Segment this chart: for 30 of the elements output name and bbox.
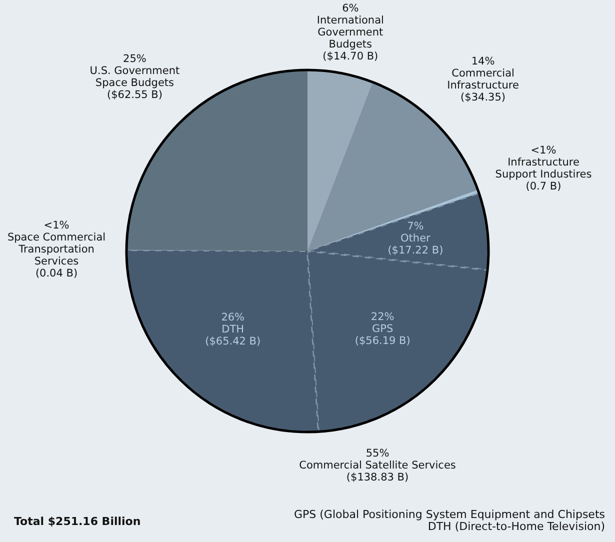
text: Commercial Satellite Services: [299, 460, 456, 472]
slice-label: Space Commercial Transportation Services: [7, 231, 106, 268]
data-label: ($14.70 B): [322, 50, 378, 63]
text: 22%: [370, 311, 394, 324]
text: 7%: [407, 220, 424, 233]
text: 14%: [471, 55, 495, 68]
data-label: ($17.22 B): [388, 244, 444, 257]
slice-label: International Government Budgets: [316, 14, 384, 51]
text: 26%: [221, 312, 245, 324]
slice-label: Other: [400, 232, 432, 245]
text: 55%: [366, 448, 390, 460]
text: <1%: [44, 219, 70, 232]
data-label: (0.7 B): [526, 180, 562, 193]
text: Total $251.16 Billion: [14, 514, 141, 528]
data-label: ($65.42 B): [205, 336, 261, 348]
data-label: ($62.55 B): [106, 88, 162, 101]
slice-label: Infrastructure Support Industires: [495, 156, 592, 181]
data-label: ($56.19 B): [354, 335, 410, 348]
text: 25%: [123, 52, 146, 65]
slice-label: U.S. Government Space Budgets: [90, 64, 180, 89]
slice-label: Commercial Infrastructure: [447, 67, 519, 92]
data-label: ($34.35): [460, 91, 506, 104]
text: <1%: [530, 144, 556, 157]
text: GPS (Global Positioning System Equipment and Chipsets: [294, 508, 606, 521]
text: 6%: [342, 2, 359, 15]
text: ($138.83 B): [346, 472, 409, 484]
slice-label: GPS: [372, 323, 394, 336]
data-label: (0.04 B): [35, 267, 78, 280]
text: DTH (Direct-to-Home Television): [428, 520, 605, 533]
slice-label: DTH: [222, 324, 244, 336]
